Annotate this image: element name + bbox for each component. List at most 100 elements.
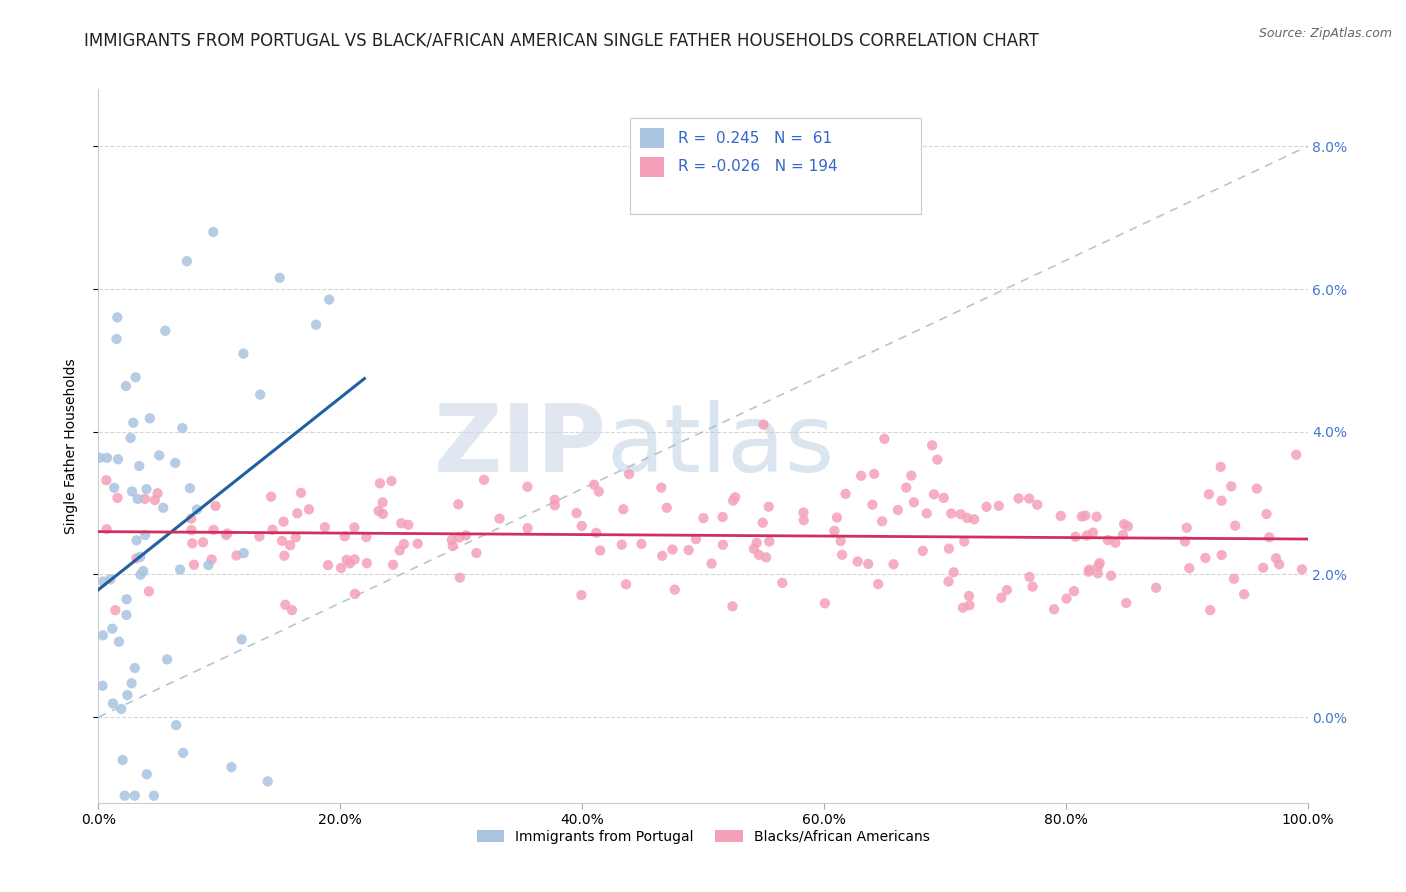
Point bbox=[959, 598, 981, 612]
Bar bbox=[630, 118, 921, 214]
Point bbox=[942, 566, 965, 580]
Point bbox=[115, 607, 138, 622]
Point bbox=[1116, 519, 1139, 533]
Point bbox=[1056, 591, 1078, 606]
Point bbox=[180, 523, 202, 537]
Point bbox=[343, 552, 366, 566]
Text: IMMIGRANTS FROM PORTUGAL VS BLACK/AFRICAN AMERICAN SINGLE FATHER HOUSEHOLDS CORR: IMMIGRANTS FROM PORTUGAL VS BLACK/AFRICA… bbox=[84, 31, 1039, 49]
Point bbox=[1258, 530, 1281, 544]
Point bbox=[987, 499, 1010, 513]
Point bbox=[129, 567, 152, 582]
Point bbox=[1194, 551, 1216, 566]
Point bbox=[305, 318, 328, 332]
Point bbox=[165, 718, 187, 732]
Point bbox=[1223, 518, 1246, 533]
Point bbox=[389, 516, 412, 531]
Point bbox=[589, 543, 612, 558]
Point bbox=[356, 556, 378, 570]
Point bbox=[271, 533, 294, 548]
Point bbox=[856, 557, 879, 571]
Point bbox=[990, 591, 1012, 605]
Point bbox=[115, 592, 138, 607]
Point bbox=[571, 588, 593, 602]
Point bbox=[89, 450, 111, 465]
Point bbox=[957, 589, 980, 603]
Point bbox=[290, 486, 312, 500]
Point bbox=[284, 530, 307, 544]
Point bbox=[330, 561, 353, 575]
Point bbox=[191, 535, 214, 549]
Point bbox=[745, 536, 768, 550]
Point bbox=[1178, 561, 1201, 575]
Point bbox=[900, 468, 922, 483]
Point bbox=[124, 661, 146, 675]
Point bbox=[664, 582, 686, 597]
Point bbox=[110, 702, 132, 716]
Point bbox=[1285, 448, 1308, 462]
Point bbox=[1233, 587, 1256, 601]
Point bbox=[488, 511, 510, 525]
Point bbox=[1211, 493, 1233, 508]
Point bbox=[883, 558, 905, 572]
Point bbox=[202, 225, 225, 239]
Point bbox=[1209, 459, 1232, 474]
Point bbox=[963, 512, 986, 526]
Point bbox=[1088, 556, 1111, 570]
Point bbox=[172, 746, 194, 760]
Point bbox=[181, 536, 204, 550]
Point bbox=[1175, 521, 1198, 535]
Point bbox=[367, 504, 389, 518]
Point bbox=[165, 456, 187, 470]
Point bbox=[870, 514, 893, 528]
Point bbox=[134, 528, 156, 542]
Point bbox=[1085, 509, 1108, 524]
Point bbox=[1115, 596, 1137, 610]
Point bbox=[396, 517, 419, 532]
Point bbox=[614, 577, 637, 591]
Point bbox=[180, 511, 202, 525]
Point bbox=[516, 480, 538, 494]
Point bbox=[179, 481, 201, 495]
Point bbox=[903, 495, 925, 509]
Point bbox=[887, 503, 910, 517]
Point bbox=[758, 534, 780, 549]
Legend: Immigrants from Portugal, Blacks/African Americans: Immigrants from Portugal, Blacks/African… bbox=[471, 824, 935, 849]
Point bbox=[125, 551, 148, 566]
Point bbox=[392, 537, 415, 551]
Point bbox=[333, 529, 356, 543]
Point bbox=[101, 622, 124, 636]
Point bbox=[915, 507, 938, 521]
Point bbox=[1265, 551, 1288, 566]
Bar bbox=[640, 157, 664, 177]
Point bbox=[156, 652, 179, 666]
Point bbox=[91, 628, 114, 642]
Point bbox=[465, 546, 488, 560]
Point bbox=[274, 598, 297, 612]
Point bbox=[114, 789, 136, 803]
Point bbox=[873, 432, 896, 446]
Point bbox=[273, 549, 295, 563]
Point bbox=[1087, 559, 1109, 574]
Point bbox=[1049, 508, 1071, 523]
Point bbox=[125, 533, 148, 548]
Point bbox=[104, 603, 127, 617]
Point bbox=[1097, 533, 1119, 547]
Point bbox=[105, 332, 128, 346]
Point bbox=[1104, 535, 1126, 549]
Point bbox=[91, 679, 114, 693]
Point bbox=[124, 370, 146, 384]
Point bbox=[127, 491, 149, 506]
Point bbox=[711, 538, 734, 552]
Text: ZIP: ZIP bbox=[433, 400, 606, 492]
Point bbox=[103, 481, 125, 495]
Text: atlas: atlas bbox=[606, 400, 835, 492]
Point bbox=[336, 553, 359, 567]
Point bbox=[278, 538, 301, 552]
Point bbox=[685, 532, 707, 546]
Point bbox=[678, 543, 700, 558]
Point bbox=[105, 310, 128, 325]
Point bbox=[1198, 487, 1220, 501]
Point bbox=[111, 753, 134, 767]
Point bbox=[380, 474, 402, 488]
Point bbox=[610, 538, 633, 552]
